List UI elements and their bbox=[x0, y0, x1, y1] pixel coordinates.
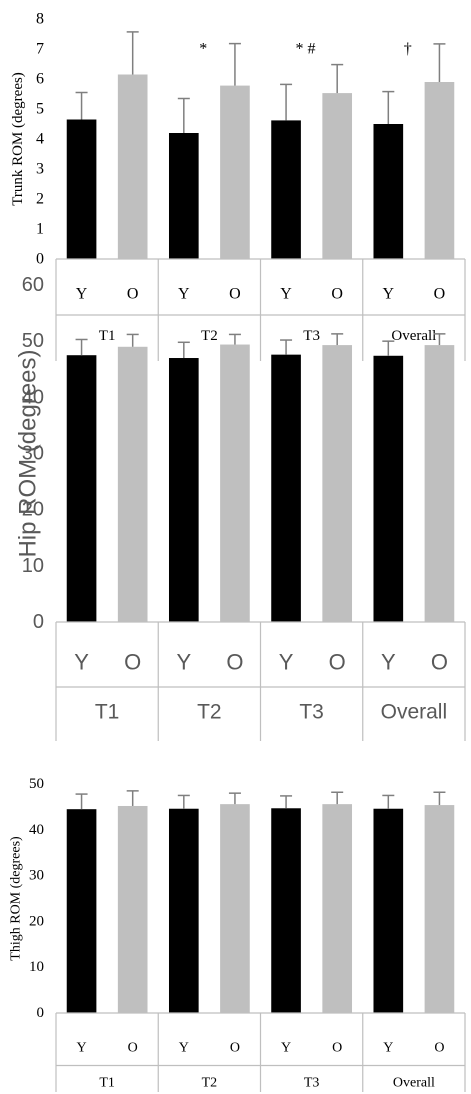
bar-o-t1 bbox=[117, 346, 148, 622]
chart-1: 0 1 2 3 4 5 6 7 8 Trunk ROM (degrees) Y O T1 Y O T2 Y O T3… bbox=[10, 11, 466, 361]
x-group-label: T2 bbox=[197, 701, 222, 724]
significance-annotation: * bbox=[199, 41, 207, 58]
x-group-label: T2 bbox=[201, 328, 218, 344]
x-category-label: Y bbox=[381, 650, 396, 675]
bar-o-t1 bbox=[117, 805, 148, 1013]
bar-y-t3 bbox=[271, 120, 301, 260]
x-group-label: T3 bbox=[304, 1076, 320, 1091]
y-tick-label: 3 bbox=[36, 161, 44, 178]
x-category-label: Y bbox=[279, 650, 294, 675]
bar-o-overall bbox=[424, 805, 455, 1013]
x-category-label: O bbox=[434, 286, 446, 303]
y-tick-label: 40 bbox=[29, 822, 44, 838]
x-group-label: Overall bbox=[381, 701, 448, 724]
bar-y-t1 bbox=[66, 809, 97, 1013]
chart-2: 0 10 20 30 40 50 60 Hip ROM (degrees) Y O T1 Y O T2 Y O… bbox=[15, 274, 466, 741]
x-category-label: O bbox=[332, 1041, 342, 1056]
y-tick-label: 40 bbox=[22, 386, 44, 408]
x-category-label: Y bbox=[280, 286, 292, 303]
x-category-label: O bbox=[127, 286, 139, 303]
y-tick-label: 0 bbox=[37, 1005, 45, 1021]
y-tick-label: 50 bbox=[22, 330, 44, 352]
bar-y-t3 bbox=[271, 354, 301, 622]
y-tick-label: 6 bbox=[36, 71, 44, 88]
x-category-label: O bbox=[431, 650, 448, 675]
bar-y-t2 bbox=[168, 133, 199, 259]
y-tick-label: 7 bbox=[36, 41, 44, 58]
x-category-label: O bbox=[329, 650, 346, 675]
x-group-label: T3 bbox=[299, 701, 324, 724]
y-axis-label: Hip ROM (degrees) bbox=[15, 349, 42, 557]
x-group-label: T3 bbox=[303, 328, 320, 344]
y-tick-label: 10 bbox=[29, 959, 44, 975]
x-group-label: T1 bbox=[95, 701, 120, 724]
x-category-label: Y bbox=[281, 1041, 291, 1056]
x-category-label: Y bbox=[178, 286, 190, 303]
x-category-label: Y bbox=[383, 286, 395, 303]
bar-y-overall bbox=[373, 124, 404, 259]
chart-3: 0 10 20 30 40 50 Thigh ROM (degrees) Y O T1 Y O T2 Y O… bbox=[9, 776, 466, 1092]
y-tick-label: 4 bbox=[36, 131, 44, 148]
x-group-label: Overall bbox=[393, 1076, 435, 1091]
bar-o-overall bbox=[424, 82, 455, 259]
bar-y-t1 bbox=[66, 355, 97, 622]
y-tick-label: 10 bbox=[22, 555, 44, 577]
x-group-label: Overall bbox=[391, 328, 436, 344]
bar-y-t2 bbox=[168, 358, 199, 622]
x-category-label: Y bbox=[74, 650, 89, 675]
x-category-label: Y bbox=[179, 1041, 189, 1056]
y-axis-label: Trunk ROM (degrees) bbox=[10, 72, 26, 206]
bar-y-t3 bbox=[271, 808, 301, 1013]
y-tick-label: 60 bbox=[22, 274, 44, 296]
y-tick-label: 1 bbox=[36, 221, 44, 238]
y-axis-label: Thigh ROM (degrees) bbox=[9, 836, 24, 961]
bar-y-t1 bbox=[66, 119, 97, 259]
bar-o-t3 bbox=[322, 345, 353, 622]
bar-o-t2 bbox=[220, 85, 250, 259]
y-tick-label: 20 bbox=[22, 499, 44, 521]
bar-y-overall bbox=[373, 355, 404, 622]
bar-o-t2 bbox=[220, 344, 250, 622]
bar-o-t3 bbox=[322, 93, 353, 259]
y-tick-label: 0 bbox=[33, 611, 44, 633]
y-tick-label: 8 bbox=[36, 11, 44, 28]
x-category-label: O bbox=[226, 650, 243, 675]
y-tick-label: 5 bbox=[36, 101, 44, 118]
x-category-label: O bbox=[128, 1041, 138, 1056]
y-tick-label: 20 bbox=[29, 913, 44, 929]
x-category-label: Y bbox=[383, 1041, 393, 1056]
y-tick-label: 50 bbox=[29, 776, 44, 792]
bar-o-t1 bbox=[117, 74, 148, 259]
x-category-label: Y bbox=[76, 286, 88, 303]
significance-annotation: † bbox=[404, 41, 412, 58]
y-tick-label: 30 bbox=[22, 443, 44, 465]
x-category-label: O bbox=[124, 650, 141, 675]
bar-o-overall bbox=[424, 345, 455, 622]
y-tick-label: 2 bbox=[36, 191, 44, 208]
bar-y-overall bbox=[373, 808, 404, 1013]
bar-y-t2 bbox=[168, 808, 199, 1013]
bar-o-t2 bbox=[220, 804, 250, 1013]
x-category-label: O bbox=[230, 1041, 240, 1056]
x-category-label: O bbox=[229, 286, 241, 303]
y-tick-label: 30 bbox=[29, 868, 44, 884]
bar-o-t3 bbox=[322, 804, 353, 1013]
significance-annotation: * # bbox=[295, 41, 315, 58]
x-group-label: T2 bbox=[202, 1076, 218, 1091]
x-category-label: Y bbox=[176, 650, 191, 675]
x-category-label: O bbox=[434, 1041, 444, 1056]
x-category-label: Y bbox=[77, 1041, 87, 1056]
x-group-label: T1 bbox=[99, 1076, 115, 1091]
x-group-label: T1 bbox=[99, 328, 116, 344]
x-category-label: O bbox=[331, 286, 343, 303]
y-tick-label: 0 bbox=[36, 251, 44, 268]
